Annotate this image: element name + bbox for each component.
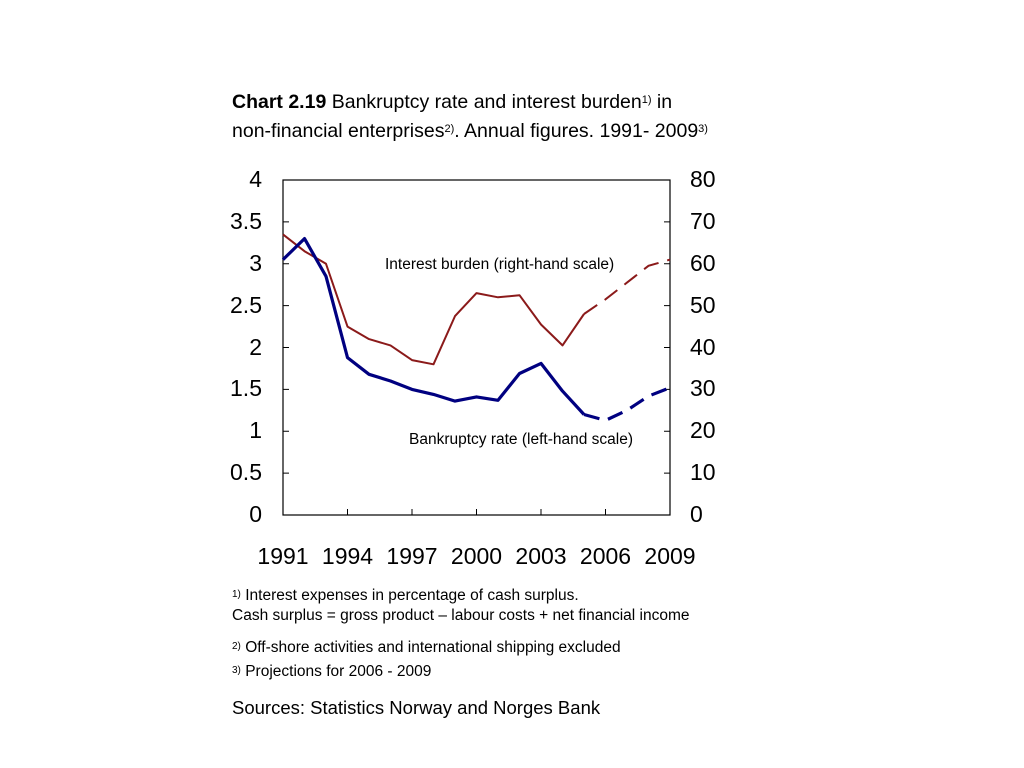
left-y-tick-label: 0 — [249, 501, 262, 527]
left-y-tick-label: 2.5 — [230, 291, 262, 318]
x-tick-label: 2009 — [644, 543, 696, 569]
footnote-2: 2) Off-shore activities and internationa… — [232, 638, 621, 658]
x-tick-label: 1991 — [257, 543, 309, 569]
plot-frame — [282, 179, 671, 516]
title-footnote-1: 1) — [641, 94, 652, 106]
footnote-2-text: Off-shore activities and international s… — [240, 639, 621, 656]
left-y-tick-label: 3.5 — [230, 207, 262, 234]
x-tick-label: 1997 — [386, 543, 438, 569]
left-y-tick-label: 2 — [249, 333, 262, 360]
right-y-tick-label: 70 — [690, 207, 716, 234]
title-text-3: non-financial enterprises — [232, 120, 445, 142]
footnote-3: 3) Projections for 2006 - 2009 — [232, 662, 431, 682]
footnote-1-marker: 1) — [232, 589, 241, 600]
title-footnote-3: 3) — [698, 123, 708, 135]
bankruptcy-rate-line — [281, 237, 586, 416]
right-y-tick-label: 50 — [690, 291, 716, 318]
interest-burden-annotation: Interest burden (right-hand scale) — [385, 256, 615, 273]
left-y-tick-label: 0.5 — [230, 459, 262, 486]
right-y-tick-label: 40 — [690, 333, 716, 360]
title-footnote-2: 2) — [444, 123, 455, 135]
footnote-2-marker: 2) — [232, 641, 241, 652]
footnote-1-line-2: Cash surplus = gross product – labour co… — [232, 607, 690, 624]
x-tick-label: 2006 — [579, 543, 632, 569]
left-y-tick-label: 3 — [249, 249, 262, 276]
right-y-tick-label: 0 — [690, 501, 703, 527]
right-y-tick-label: 30 — [690, 375, 716, 402]
title-text-4: . Annual figures. 1991- 2009 — [454, 120, 699, 142]
interest-burden-line — [282, 233, 585, 366]
footnote-1: 1) Interest expenses in percentage of ca… — [232, 586, 690, 626]
title-text-1: Bankruptcy rate and interest burden — [326, 91, 642, 113]
interest-burden-projection-line — [583, 258, 671, 315]
right-y-tick-label: 80 — [690, 166, 716, 192]
title-text-2: in — [651, 91, 673, 113]
bankruptcy-rate-projection-line — [583, 386, 671, 423]
left-y-tick-label: 4 — [249, 166, 262, 192]
footnote-3-marker: 3) — [232, 665, 241, 676]
chart-title: Chart 2.19 Bankruptcy rate and interest … — [232, 88, 792, 146]
x-tick-label: 2003 — [515, 543, 567, 569]
x-tick-label: 2000 — [450, 543, 503, 569]
chart-number: Chart 2.19 — [232, 91, 327, 113]
sources: Sources: Statistics Norway and Norges Ba… — [232, 697, 601, 718]
right-y-tick-label: 10 — [690, 459, 716, 486]
footnote-1-line-1: Interest expenses in percentage of cash … — [240, 587, 579, 604]
footnote-3-text: Projections for 2006 - 2009 — [240, 663, 432, 680]
x-tick-label: 1994 — [321, 543, 374, 569]
right-y-tick-label: 20 — [690, 417, 716, 444]
left-y-tick-label: 1.5 — [230, 375, 262, 402]
bankruptcy-rate-annotation: Bankruptcy rate (left-hand scale) — [409, 431, 633, 448]
right-y-tick-label: 60 — [690, 249, 716, 276]
left-y-tick-label: 1 — [249, 417, 262, 444]
